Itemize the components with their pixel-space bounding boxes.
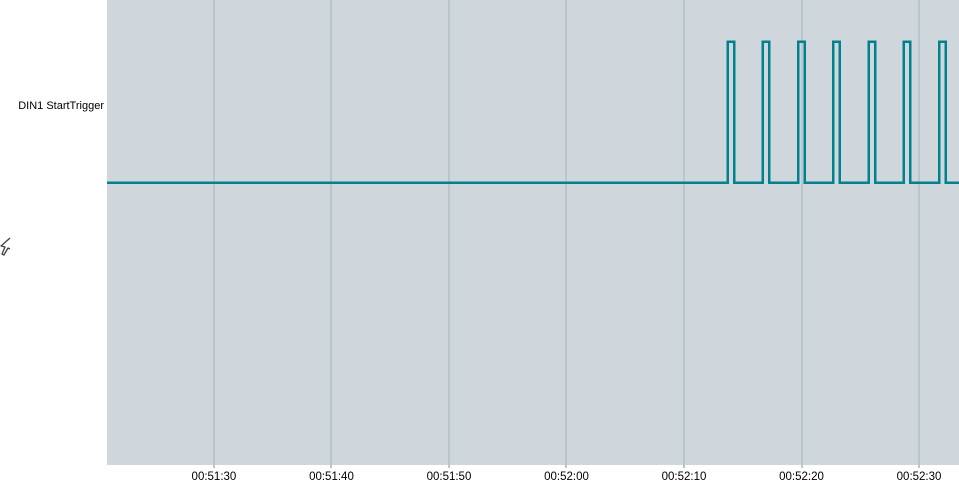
channel-label: DIN1 StartTrigger: [18, 100, 104, 112]
time-axis-tick-label: 00:52:20: [779, 471, 824, 483]
time-axis-tick-label: 00:52:00: [544, 471, 589, 483]
time-axis-tick-label: 00:51:40: [309, 471, 354, 483]
gridline: [565, 0, 568, 468]
gridline: [800, 0, 803, 468]
time-axis-tick-label: 00:51:30: [191, 471, 237, 483]
signal-polyline: [107, 40, 959, 184]
plot-area[interactable]: [107, 0, 959, 468]
gridline: [330, 0, 333, 468]
mouse-cursor-path: [0, 237, 11, 256]
gridline: [918, 0, 921, 468]
time-axis-tick-label: 00:52:10: [661, 471, 707, 483]
time-axis-tick-label: 00:52:30: [896, 471, 942, 483]
gridline: [212, 0, 215, 468]
gridline: [683, 0, 685, 468]
mouse-cursor-icon: [0, 237, 11, 256]
signal-trace: [107, 40, 959, 184]
time-axis-tick-label: 00:51:50: [426, 471, 472, 483]
gridline: [447, 0, 450, 468]
